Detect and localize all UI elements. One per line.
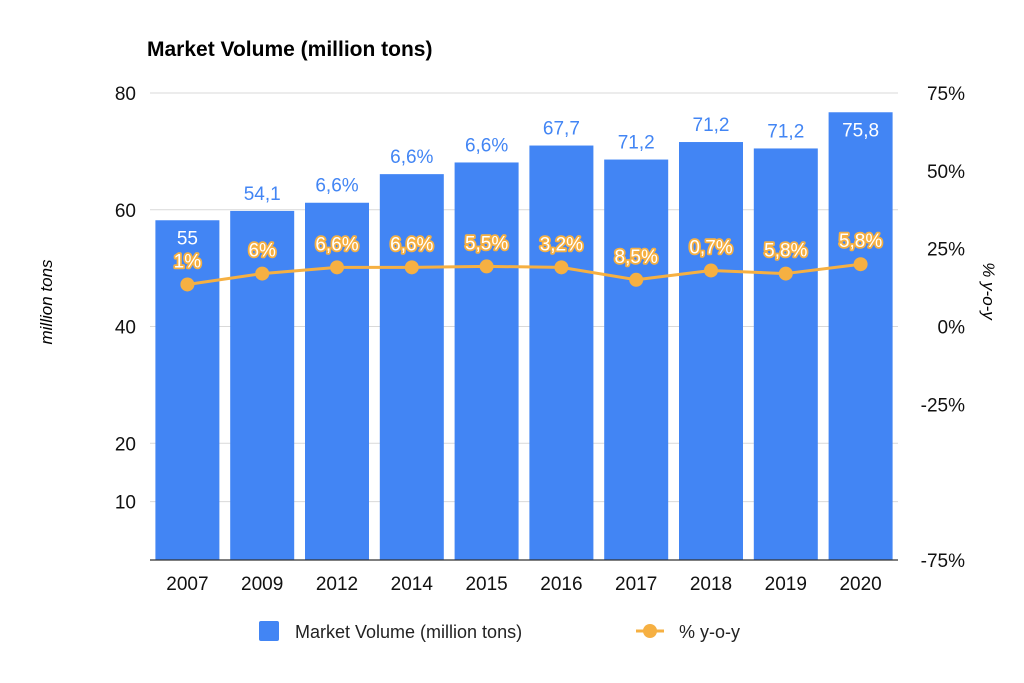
line-data-label: 3,2%: [540, 234, 583, 255]
line-data-label: 6,6%: [315, 234, 358, 255]
bar: [828, 112, 893, 561]
line-data-label: 5,8%: [764, 241, 807, 262]
x-axis: 2007 2009 2012 2014 2015 2016 2017 2018 2019 2020: [166, 574, 881, 595]
line-path: [187, 262, 861, 286]
bar: [753, 148, 818, 561]
bar: [155, 220, 220, 560]
y-tick-label: 40: [115, 318, 136, 339]
bar-data-label: 71,2: [767, 121, 804, 142]
bar-data-label: 71,2: [618, 133, 655, 154]
y-tick-label: 80: [115, 84, 136, 105]
bar: [454, 162, 519, 560]
bar-data-label: 67,7: [543, 119, 580, 140]
line-data-label: 6%: [248, 241, 276, 262]
legend-line-marker: [643, 624, 657, 638]
line-point: [330, 260, 344, 275]
bar: [529, 145, 594, 560]
y2-tick-label: -75%: [921, 551, 965, 572]
line-point: [778, 266, 793, 281]
x-tick-label: 2016: [540, 574, 582, 595]
y-tick-label: 10: [115, 493, 136, 514]
y2-tick-label: 0%: [938, 318, 966, 339]
bar-data-label: 6,6%: [315, 176, 358, 197]
x-tick-label: 2007: [166, 574, 208, 595]
y2-tick-label: 75%: [927, 84, 965, 105]
legend: Market Volume (million tons) % y-o-y: [259, 621, 740, 642]
line-data-label: 5,8%: [839, 231, 882, 252]
line-series: 1% 6% 6,6% 6,6% 5,5% 3,2% 8,5% 0,7% 5,8% 5,8%: [172, 229, 884, 292]
line-point: [479, 259, 494, 274]
x-tick-label: 2019: [765, 574, 807, 595]
legend-bar-swatch: [259, 621, 279, 641]
y2-tick-label: -25%: [921, 395, 965, 416]
line-point: [704, 263, 718, 278]
bar-data-label: 6,6%: [465, 135, 508, 156]
y-axis-right: 75% 50% 25% 0% -25% -75%: [921, 84, 965, 572]
x-tick-label: 2020: [839, 574, 881, 595]
bar-series: 55 54,1 6,6% 6,6% 6,6% 67,7 71,2 71,2 71,2 75,8: [155, 112, 893, 561]
line-point: [180, 277, 195, 292]
x-tick-label: 2017: [615, 574, 657, 595]
line-point: [554, 260, 569, 275]
line-data-label: 6,6%: [390, 234, 433, 255]
bar-data-label: 55: [177, 228, 198, 249]
chart-title: Market Volume (million tons): [147, 38, 432, 61]
bar-data-label: 75,8: [842, 120, 879, 141]
legend-line-label: % y-o-y: [679, 622, 740, 642]
x-tick-label: 2012: [316, 574, 358, 595]
y-axis-label: million tons: [37, 259, 56, 345]
x-tick-label: 2009: [241, 574, 283, 595]
line-data-label: 0,7%: [689, 237, 732, 258]
legend-bar-label: Market Volume (million tons): [295, 622, 522, 642]
x-tick-label: 2015: [465, 574, 507, 595]
bar: [604, 159, 669, 561]
bar: [230, 210, 295, 561]
line-point: [404, 260, 419, 275]
y2-tick-label: 50%: [927, 162, 965, 183]
bar-data-label: 54,1: [244, 184, 281, 205]
bar-data-label: 71,2: [693, 115, 730, 136]
bar: [379, 174, 444, 561]
line-data-label: 5,5%: [465, 233, 508, 254]
line-data-label: 1%: [174, 251, 202, 272]
line-point: [629, 272, 644, 287]
y2-axis-label: % y-o-y: [979, 262, 998, 321]
line-point: [853, 257, 868, 272]
y-tick-label: 60: [115, 201, 136, 222]
x-tick-label: 2014: [391, 574, 434, 595]
line-data-label: 8,5%: [615, 247, 658, 268]
x-tick-label: 2018: [690, 574, 732, 595]
y2-tick-label: 25%: [927, 240, 965, 261]
y-axis-left: 80 60 40 20 10: [115, 84, 136, 514]
bar: [305, 202, 369, 560]
line-point: [255, 266, 270, 281]
bar-data-label: 6,6%: [390, 147, 433, 168]
y-tick-label: 20: [115, 434, 136, 455]
bar: [679, 142, 743, 560]
